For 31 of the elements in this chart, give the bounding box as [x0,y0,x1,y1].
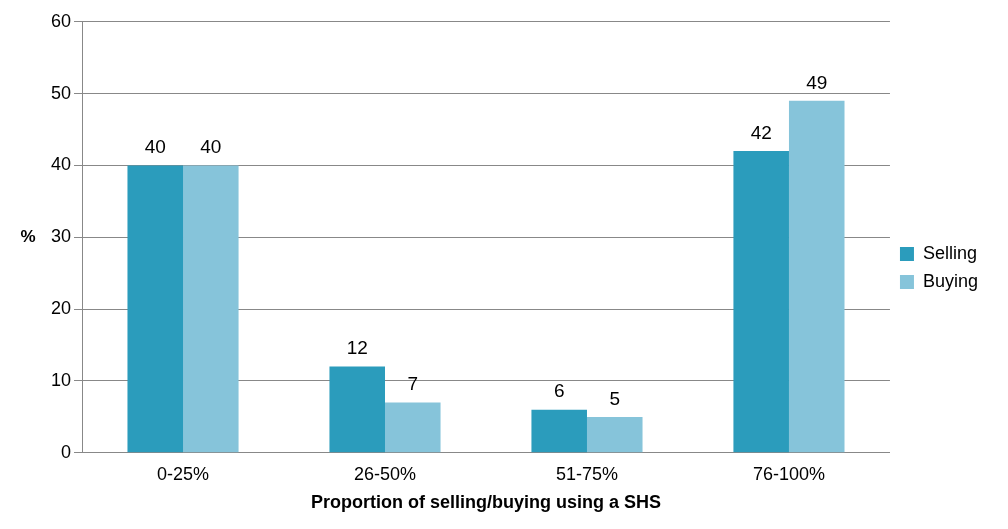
bar [183,165,239,453]
data-label: 40 [144,136,166,158]
y-tick-label: 30 [50,226,72,247]
bar [788,100,845,453]
y-tick-label: 60 [50,10,72,31]
bar [531,409,587,453]
data-label: 7 [407,373,419,395]
y-tick-label: 50 [50,82,72,103]
bar [127,165,184,453]
data-label: 6 [553,380,565,402]
data-label: 5 [609,387,621,409]
y-tick-label: 0 [61,441,72,462]
legend-label: Buying [922,270,979,291]
y-tick-label: 10 [50,369,72,390]
bar [733,151,789,453]
bar [385,402,441,453]
y-tick-label: 20 [50,298,72,319]
data-label: 40 [200,136,222,158]
x-tick-label: 51-75% [555,463,619,484]
bar [586,416,643,453]
x-tick-label: 76-100% [752,463,825,484]
x-tick-label: 26-50% [353,463,417,484]
x-tick-label: 0-25% [157,463,210,484]
data-label: 49 [806,71,828,93]
data-label: 12 [346,337,368,359]
legend-label: Selling [922,242,978,263]
bar [329,366,385,453]
y-axis-title: % [20,226,36,246]
data-label: 42 [750,121,772,143]
y-tick-label: 40 [50,154,72,175]
x-axis-title: Proportion of selling/buying using a SHS [310,492,661,513]
